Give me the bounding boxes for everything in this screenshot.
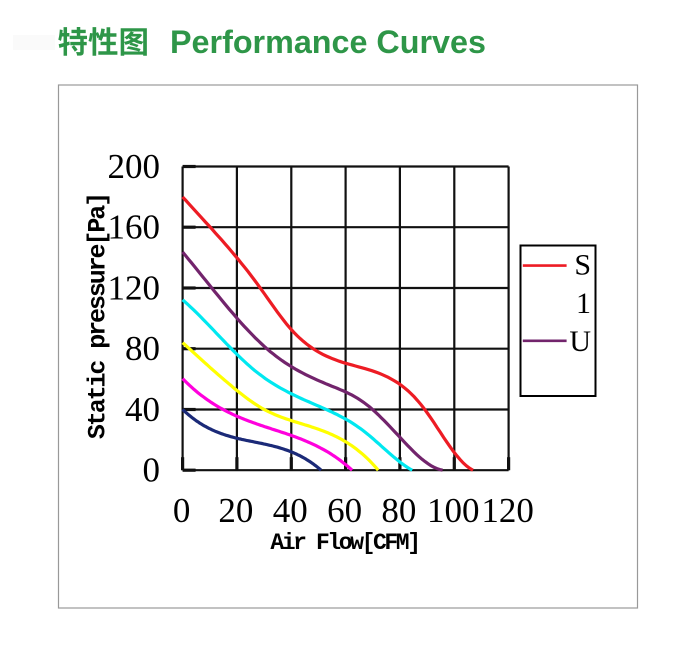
svg-text:1: 1 (576, 287, 591, 320)
svg-text:40: 40 (125, 390, 160, 429)
svg-text:200: 200 (108, 147, 161, 186)
svg-text:0: 0 (143, 451, 161, 490)
svg-text:120: 120 (481, 491, 534, 530)
svg-text:160: 160 (108, 208, 161, 247)
svg-text:60: 60 (327, 491, 362, 530)
svg-text:120: 120 (108, 269, 161, 308)
svg-text:40: 40 (273, 491, 308, 530)
svg-text:Air Flow[CFM]: Air Flow[CFM] (270, 530, 418, 556)
svg-text:U: U (569, 325, 591, 358)
svg-text:80: 80 (125, 329, 160, 368)
svg-text:Static pressure[Pa]: Static pressure[Pa] (84, 194, 113, 439)
svg-text:0: 0 (173, 491, 191, 530)
svg-text:100: 100 (427, 491, 480, 530)
svg-text:Performance Curves: Performance Curves (170, 24, 486, 60)
svg-text:S: S (574, 249, 591, 282)
svg-text:80: 80 (381, 491, 416, 530)
svg-text:20: 20 (218, 491, 253, 530)
